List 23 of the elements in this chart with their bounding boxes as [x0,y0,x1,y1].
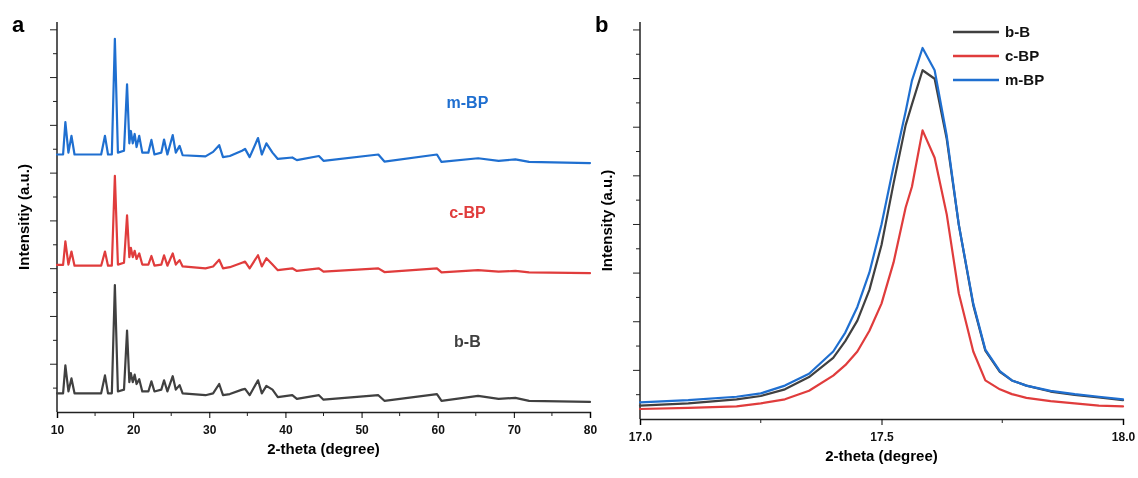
legend-label: m-BP [1005,71,1045,88]
text: b-B [454,332,481,350]
x-tick-label: 70 [507,423,522,438]
x-tick-label: 17.5 [870,430,894,445]
y-axis-title: Intensity (a.u.) [598,169,615,272]
text: c-BP [449,204,486,222]
x-tick-label: 30 [203,423,217,438]
x-tick-label: 40 [279,423,293,438]
y-axis-title: Intensitiy (a.u.) [15,164,32,270]
legend-label: c-BP [1005,47,1040,64]
text: m-BP [446,94,489,112]
x-axis-title: 2-theta (degree) [825,447,938,464]
x-tick-label: 80 [583,423,598,438]
x-tick-label: 60 [431,423,446,438]
text: b [595,12,609,37]
x-tick-label: 20 [126,423,141,438]
x-tick-label: 50 [355,423,370,438]
text: a [12,12,25,37]
x-tick-label: 17.0 [628,430,653,445]
x-axis-title: 2-theta (degree) [267,440,380,457]
x-tick-label: 10 [50,423,65,438]
x-tick-label: 18.0 [1111,430,1136,445]
legend-label: b-B [1005,23,1031,40]
